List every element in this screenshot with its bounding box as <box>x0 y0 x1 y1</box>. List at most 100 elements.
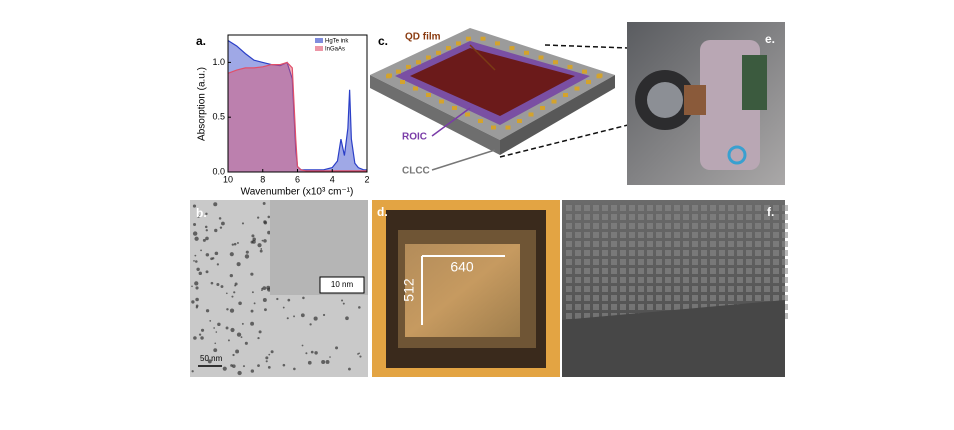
window <box>701 205 707 211</box>
window <box>782 223 788 229</box>
window <box>620 250 626 256</box>
window <box>629 250 635 256</box>
window <box>665 241 671 247</box>
window <box>629 295 635 301</box>
nanocrystal <box>213 202 218 207</box>
window <box>584 250 590 256</box>
nanocrystal <box>222 366 227 371</box>
window <box>584 241 590 247</box>
nanocrystal <box>265 356 269 360</box>
nanocrystal <box>192 204 197 208</box>
window <box>611 268 617 274</box>
window <box>773 232 779 238</box>
window <box>782 295 788 301</box>
pad <box>426 55 431 60</box>
window <box>611 295 617 301</box>
clcc-side <box>500 75 615 155</box>
window <box>782 214 788 220</box>
nanocrystal <box>191 300 195 304</box>
panel-label: f. <box>767 205 774 219</box>
nanocrystal <box>307 360 312 365</box>
nanocrystal <box>302 296 305 300</box>
pad <box>491 125 496 130</box>
window <box>575 223 581 229</box>
window <box>647 268 653 274</box>
window <box>737 259 743 265</box>
window <box>701 250 707 256</box>
window <box>593 295 599 301</box>
window <box>611 223 617 229</box>
lens-glass <box>647 82 683 118</box>
pad <box>406 64 411 69</box>
window <box>656 223 662 229</box>
nanocrystal <box>193 336 197 340</box>
window <box>611 232 617 238</box>
window <box>728 259 734 265</box>
nanocrystal <box>240 336 243 339</box>
nanocrystal <box>225 292 228 295</box>
nanocrystal <box>193 222 197 226</box>
nanocrystal <box>194 281 199 286</box>
clcc-side <box>370 75 500 155</box>
window <box>728 232 734 238</box>
zoom-line <box>499 124 629 158</box>
window <box>638 214 644 220</box>
nanocrystal <box>301 344 304 347</box>
x-tick-label: 6 <box>295 174 300 184</box>
nanocrystal <box>195 286 199 290</box>
window <box>629 205 635 211</box>
window <box>656 304 662 310</box>
window <box>566 313 572 319</box>
window <box>593 286 599 292</box>
window <box>665 250 671 256</box>
window <box>737 205 743 211</box>
nanocrystal <box>329 356 331 358</box>
window <box>710 277 716 283</box>
window <box>719 250 725 256</box>
window <box>566 259 572 265</box>
window <box>701 259 707 265</box>
window <box>620 205 626 211</box>
inset-scale-box <box>319 276 365 294</box>
window <box>683 250 689 256</box>
line <box>227 61 367 172</box>
x-tick-label: 10 <box>223 174 233 184</box>
nanocrystal <box>214 228 218 233</box>
window <box>665 295 671 301</box>
window <box>737 250 743 256</box>
window <box>746 286 752 292</box>
window <box>692 250 698 256</box>
pad <box>540 106 545 110</box>
nanocrystal <box>251 234 255 238</box>
nanocrystal <box>205 309 210 313</box>
nanocrystal <box>215 331 218 333</box>
pad <box>456 41 461 46</box>
window <box>584 313 590 319</box>
pads <box>386 36 603 130</box>
window <box>575 304 581 310</box>
window <box>674 241 680 247</box>
window <box>611 277 617 283</box>
window <box>674 268 680 274</box>
window <box>593 313 599 319</box>
nanocrystal <box>261 289 263 292</box>
nanocrystal <box>286 317 289 320</box>
window <box>692 286 698 292</box>
window <box>638 232 644 238</box>
nanocrystal <box>262 202 266 205</box>
nanocrystal <box>241 322 244 325</box>
nanocrystal <box>264 308 267 312</box>
window <box>674 277 680 283</box>
array <box>405 244 520 337</box>
window <box>782 205 788 211</box>
window <box>746 295 752 301</box>
nanocrystal <box>293 315 295 318</box>
nanocrystal <box>341 299 344 302</box>
pad <box>551 99 557 104</box>
window <box>647 295 653 301</box>
nanocrystal <box>226 308 229 311</box>
window <box>719 268 725 274</box>
nanocrystal <box>214 251 219 256</box>
window <box>764 232 770 238</box>
window <box>701 304 707 310</box>
